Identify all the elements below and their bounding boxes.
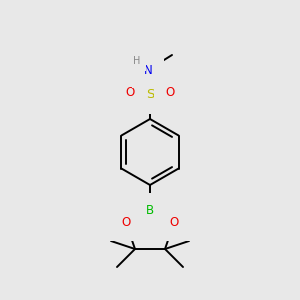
Text: H: H [133, 56, 141, 66]
Text: O: O [122, 217, 130, 230]
Text: O: O [169, 217, 178, 230]
Text: O: O [165, 86, 175, 100]
Text: S: S [146, 88, 154, 100]
Text: O: O [125, 86, 135, 100]
Text: N: N [144, 64, 152, 76]
Text: B: B [146, 205, 154, 218]
